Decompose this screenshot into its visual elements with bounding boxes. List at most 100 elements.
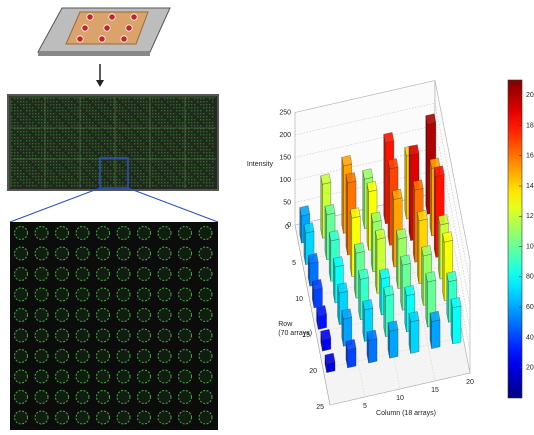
- slide-spot: [50, 140, 51, 141]
- slide-spot: [26, 185, 27, 186]
- slide-spot: [119, 140, 120, 141]
- slide-spot: [77, 173, 78, 174]
- slide-spot: [23, 173, 24, 174]
- slide-spot: [65, 158, 66, 159]
- slide-spot: [89, 185, 90, 186]
- slide-spot: [71, 119, 72, 120]
- slide-spot: [209, 158, 210, 159]
- slide-spot: [128, 143, 129, 144]
- array-spot: [56, 247, 69, 260]
- slide-spot: [44, 104, 45, 105]
- slide-spot: [188, 182, 189, 183]
- slide-spot: [209, 167, 210, 168]
- slide-spot: [206, 167, 207, 168]
- slide-spot: [188, 131, 189, 132]
- slide-spot: [191, 161, 192, 162]
- slide-spot: [17, 128, 18, 129]
- slide-spot: [86, 155, 87, 156]
- slide-spot: [23, 134, 24, 135]
- slide-spot: [29, 170, 30, 171]
- slide-spot: [200, 134, 201, 135]
- slide-spot: [32, 110, 33, 111]
- slide-spot: [119, 113, 120, 114]
- slide-spot: [149, 104, 150, 105]
- slide-spot: [44, 185, 45, 186]
- slide-spot: [212, 182, 213, 183]
- slide-spot: [17, 146, 18, 147]
- slide-spot: [56, 110, 57, 111]
- slide-spot: [173, 131, 174, 132]
- slide-spot: [26, 137, 27, 138]
- slide-spot: [104, 110, 105, 111]
- slide-spot: [158, 116, 159, 117]
- slide-spot: [173, 167, 174, 168]
- slide-spot: [98, 119, 99, 120]
- slide-spot: [185, 140, 186, 141]
- slide-spot: [182, 176, 183, 177]
- page: {"figure": { "surface_plot": { "type": "…: [0, 0, 534, 435]
- slide-spot: [92, 170, 93, 171]
- slide-spot: [59, 110, 60, 111]
- array-spot: [199, 411, 212, 424]
- slide-spot: [107, 125, 108, 126]
- slide-spot: [116, 161, 117, 162]
- slide-spot: [38, 158, 39, 159]
- slide-spot: [38, 176, 39, 177]
- bar-top: [384, 286, 394, 297]
- array-spot: [97, 227, 110, 240]
- slide-spot: [80, 131, 81, 132]
- slide-spot: [164, 137, 165, 138]
- slide-spot: [170, 113, 171, 114]
- slide-spot: [179, 113, 180, 114]
- slide-spot: [56, 140, 57, 141]
- slide-spot: [14, 149, 15, 150]
- slide-spot: [62, 101, 63, 102]
- slide-spot: [35, 101, 36, 102]
- slide-spot: [137, 122, 138, 123]
- slide-spot: [26, 152, 27, 153]
- array-spot: [199, 350, 212, 363]
- slide-spot: [170, 146, 171, 147]
- slide-spot: [41, 122, 42, 123]
- slide-spot: [47, 146, 48, 147]
- slide-spot: [62, 182, 63, 183]
- slide-spot: [176, 179, 177, 180]
- slide-spot: [119, 137, 120, 138]
- bar-top: [300, 206, 310, 217]
- slide-spot: [80, 155, 81, 156]
- slide-spot: [32, 128, 33, 129]
- slide-spot: [188, 107, 189, 108]
- slide-spot: [155, 128, 156, 129]
- array-spot: [76, 350, 89, 363]
- slide-spot: [35, 128, 36, 129]
- slide-spot: [137, 137, 138, 138]
- slide-spot: [50, 170, 51, 171]
- slide-spot: [107, 167, 108, 168]
- slide-spot: [104, 125, 105, 126]
- array-spot: [138, 309, 151, 322]
- slide-spot: [104, 149, 105, 150]
- slide-spot: [131, 161, 132, 162]
- slide-spot: [212, 185, 213, 186]
- slide-spot: [137, 110, 138, 111]
- array-spot: [117, 247, 130, 260]
- slide-spot: [143, 158, 144, 159]
- slide-spot: [116, 149, 117, 150]
- slide-spot: [131, 104, 132, 105]
- slide-spot: [167, 167, 168, 168]
- slide-spot: [167, 128, 168, 129]
- slide-image: [8, 95, 218, 190]
- slide-spot: [101, 185, 102, 186]
- slide-spot: [182, 167, 183, 168]
- slide-spot: [65, 143, 66, 144]
- slide-spot: [212, 143, 213, 144]
- slide-spot: [149, 152, 150, 153]
- slide-spot: [50, 119, 51, 120]
- slide-spot: [110, 125, 111, 126]
- array-spot: [117, 309, 130, 322]
- slide-spot: [38, 146, 39, 147]
- bar-top: [333, 257, 343, 268]
- array-spot: [97, 391, 110, 404]
- slide-spot: [167, 137, 168, 138]
- slide-spot: [203, 158, 204, 159]
